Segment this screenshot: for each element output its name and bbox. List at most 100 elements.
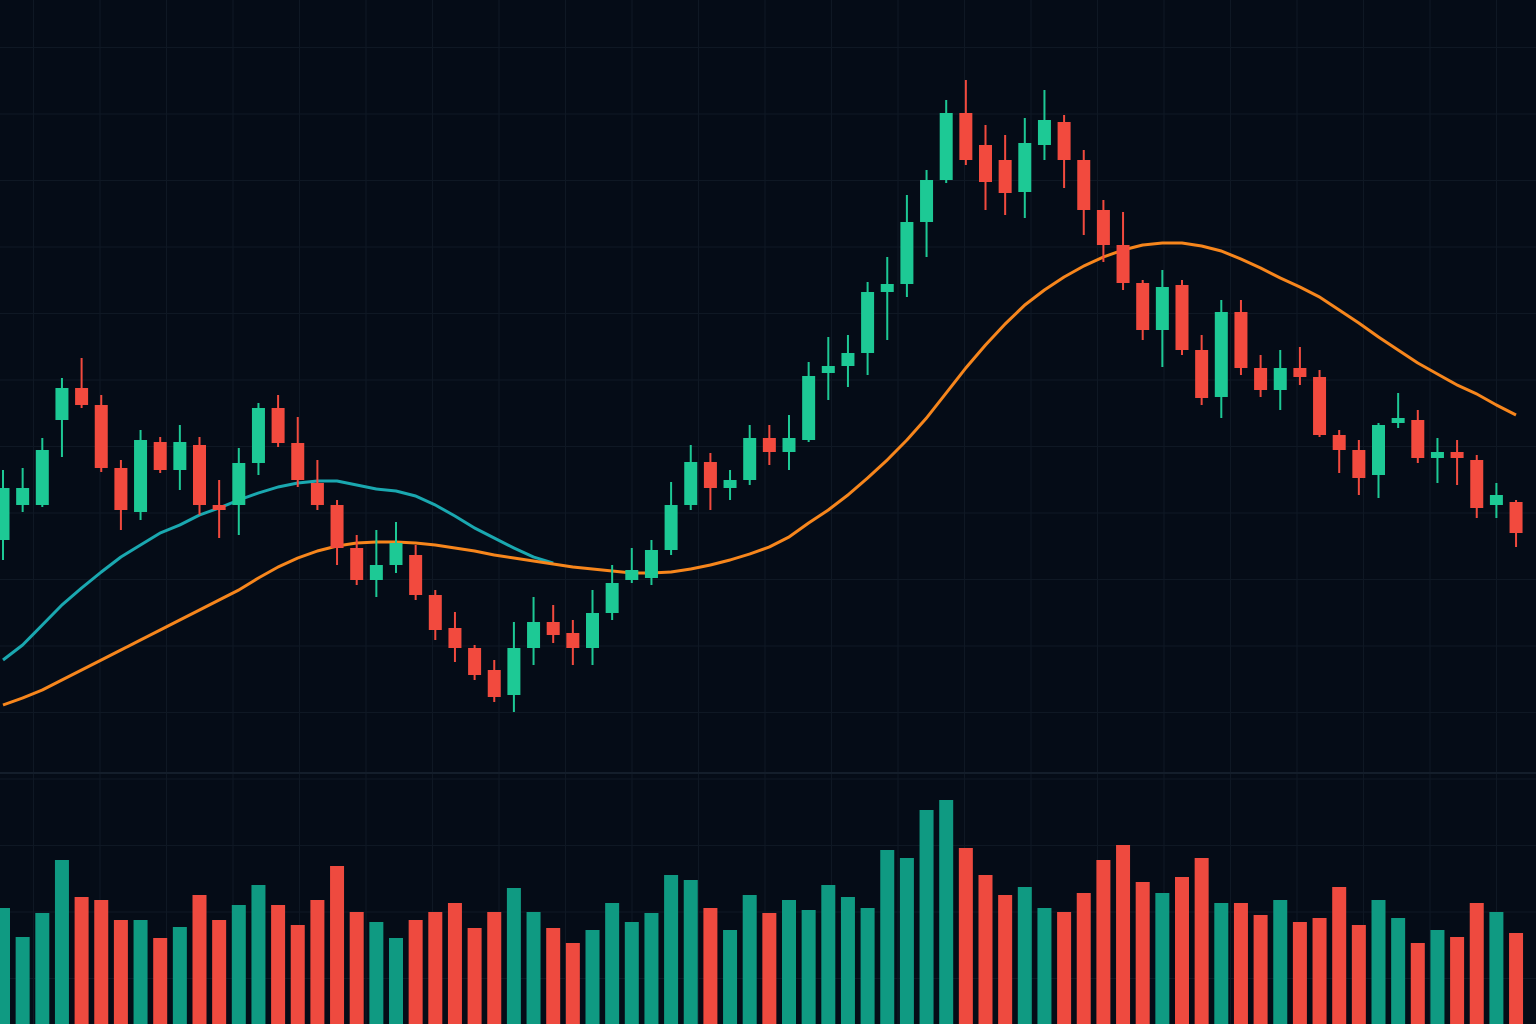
candle-body bbox=[625, 570, 639, 580]
volume-bar bbox=[0, 908, 10, 1024]
volume-bar bbox=[1430, 930, 1445, 1024]
candle-body bbox=[232, 463, 246, 505]
volume-bar bbox=[585, 930, 600, 1024]
volume-bar bbox=[1155, 893, 1170, 1024]
volume-bar bbox=[1017, 887, 1032, 1024]
candle-body bbox=[114, 468, 128, 510]
candle-body bbox=[880, 284, 894, 292]
candle-body bbox=[959, 113, 973, 160]
candle-body bbox=[1136, 283, 1150, 330]
volume-bar bbox=[1312, 918, 1327, 1024]
volume-bar bbox=[1371, 900, 1386, 1024]
volume-bar bbox=[94, 900, 109, 1024]
candle-body bbox=[939, 113, 953, 180]
volume-bar bbox=[1057, 912, 1072, 1024]
candle-body bbox=[1096, 210, 1110, 245]
candle-body bbox=[487, 670, 501, 697]
volume-bar bbox=[212, 920, 227, 1024]
volume-bar bbox=[310, 900, 325, 1024]
volume-bar bbox=[546, 928, 561, 1024]
candle-body bbox=[1077, 160, 1091, 210]
volume-bar bbox=[172, 927, 187, 1024]
volume-bar bbox=[998, 895, 1013, 1024]
volume-bar bbox=[1135, 882, 1150, 1024]
volume-bar bbox=[821, 885, 836, 1024]
volume-bar bbox=[605, 903, 620, 1024]
volume-bar bbox=[1076, 893, 1091, 1024]
volume-bar bbox=[35, 913, 50, 1024]
candle-body bbox=[212, 505, 226, 510]
candle-body bbox=[369, 565, 383, 580]
candle-body bbox=[1234, 312, 1248, 368]
volume-bar bbox=[1253, 915, 1268, 1024]
candle-body bbox=[1313, 377, 1327, 435]
candle-body bbox=[1430, 452, 1444, 458]
volume-bar bbox=[1351, 925, 1366, 1024]
candle-body bbox=[821, 366, 835, 373]
volume-bar bbox=[15, 937, 30, 1024]
candle-body bbox=[0, 488, 10, 540]
volume-bar bbox=[506, 888, 521, 1024]
volume-bar bbox=[389, 938, 403, 1024]
volume-bar bbox=[369, 922, 384, 1024]
volume-bar bbox=[447, 903, 462, 1024]
moving-average-line bbox=[2, 241, 1517, 707]
volume-bar bbox=[683, 880, 698, 1024]
volume-bar bbox=[1116, 845, 1131, 1024]
volume-bar bbox=[1233, 903, 1248, 1024]
volume-bar bbox=[290, 925, 305, 1024]
candle-body bbox=[1489, 495, 1503, 505]
volume-bar bbox=[54, 860, 69, 1024]
candle-body bbox=[586, 613, 599, 648]
candle-body bbox=[35, 450, 49, 505]
volume-bar bbox=[1175, 877, 1189, 1024]
candle-body bbox=[762, 438, 776, 452]
candle-body bbox=[1273, 368, 1287, 390]
volume-bar bbox=[231, 905, 246, 1024]
volume-bar bbox=[860, 908, 875, 1024]
candle-body bbox=[861, 292, 875, 353]
candle-body bbox=[900, 222, 914, 284]
volume-bar bbox=[428, 912, 443, 1024]
candle-body bbox=[1470, 460, 1484, 508]
volume-bar bbox=[1096, 860, 1111, 1024]
volume-bar bbox=[939, 800, 954, 1024]
candle-body bbox=[1057, 122, 1071, 160]
candle-body bbox=[271, 408, 285, 443]
volume-bar bbox=[1194, 858, 1209, 1024]
volume-bar bbox=[1450, 937, 1465, 1024]
candle-body bbox=[1293, 368, 1307, 377]
volume-bar bbox=[1214, 903, 1229, 1024]
volume-bar bbox=[664, 875, 679, 1024]
candle-body bbox=[1509, 502, 1523, 533]
volume-bar bbox=[467, 928, 482, 1024]
candle-body bbox=[566, 633, 580, 648]
candle-body bbox=[684, 462, 698, 505]
volume-bar bbox=[801, 910, 816, 1024]
candle-body bbox=[664, 505, 678, 550]
candle-body bbox=[1018, 143, 1032, 192]
candle-body bbox=[448, 628, 462, 648]
candle-body bbox=[782, 438, 796, 452]
candle-body bbox=[94, 405, 108, 468]
volume-bar bbox=[978, 875, 993, 1024]
candle-body bbox=[330, 505, 344, 548]
candle-body bbox=[1175, 285, 1189, 350]
candle-body bbox=[920, 180, 934, 222]
candle-body bbox=[723, 480, 737, 488]
volume-bar bbox=[487, 912, 502, 1024]
candle-body bbox=[1411, 420, 1425, 458]
volume-bar bbox=[703, 908, 718, 1024]
volume-bar bbox=[192, 895, 207, 1024]
candle-body bbox=[389, 543, 403, 565]
candle-body bbox=[55, 388, 69, 420]
volume-bar bbox=[1509, 933, 1524, 1024]
candle-body bbox=[193, 445, 206, 505]
candle-body bbox=[979, 145, 992, 182]
candle-body bbox=[173, 442, 187, 470]
candle-body bbox=[153, 442, 167, 470]
volume-bar bbox=[271, 905, 286, 1024]
candle-body bbox=[1195, 350, 1209, 398]
